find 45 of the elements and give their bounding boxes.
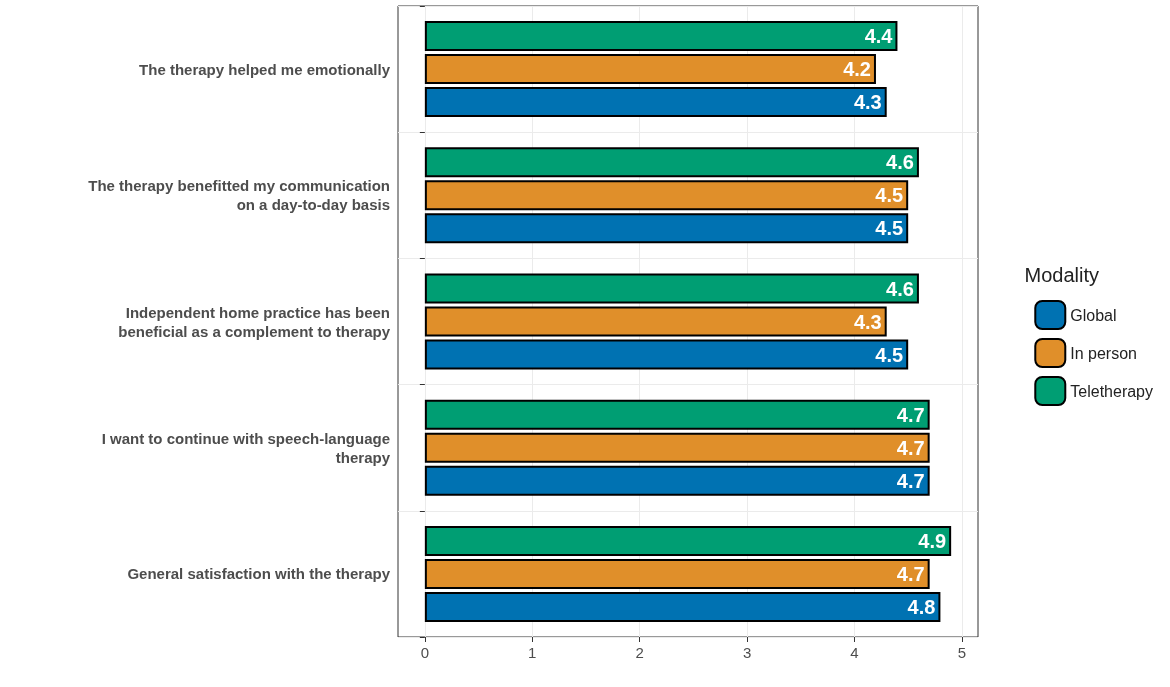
bar <box>424 432 930 463</box>
data-label: 4.5 <box>875 343 904 366</box>
bar <box>424 558 930 589</box>
data-label: 4.9 <box>918 529 947 552</box>
x-tick-label: 2 <box>635 644 644 661</box>
data-label: 4.3 <box>853 310 882 333</box>
legend-label: In person <box>1070 344 1137 362</box>
x-tick-label: 0 <box>420 644 430 661</box>
data-label: 4.7 <box>896 562 925 585</box>
bar <box>424 87 887 118</box>
bar <box>424 21 898 52</box>
data-label: 4.4 <box>864 25 894 48</box>
data-label: 4.6 <box>886 151 914 174</box>
legend-label: Global <box>1070 306 1117 324</box>
bar <box>424 273 919 304</box>
data-label: 4.6 <box>886 277 914 300</box>
data-label: 4.2 <box>843 58 871 81</box>
bar <box>424 306 887 337</box>
bar <box>424 525 952 556</box>
data-label: 4.7 <box>896 403 925 426</box>
bar <box>424 399 930 430</box>
x-tick-label: 1 <box>528 644 537 661</box>
data-label: 4.7 <box>896 436 925 459</box>
x-tick-label: 4 <box>850 644 859 661</box>
y-tick-label: Independent home practice has been beneficial as a complement to therapy <box>118 303 391 340</box>
bar <box>424 465 930 496</box>
bar <box>424 591 941 622</box>
data-label: 4.3 <box>853 91 882 114</box>
y-tick-label: The therapy helped me emotionally <box>139 60 391 78</box>
bar <box>424 147 919 178</box>
data-label: 4.5 <box>875 184 904 207</box>
data-label: 4.5 <box>875 217 904 240</box>
bar <box>424 180 909 211</box>
x-tick-label: 5 <box>957 644 967 661</box>
y-tick-label: General satisfaction with the therapy <box>127 565 391 583</box>
legend-title: Modality <box>1024 264 1100 286</box>
bar <box>424 213 909 244</box>
x-tick-label: 3 <box>742 644 752 661</box>
y-tick-label: I want to continue with speech-language therapy <box>101 429 391 466</box>
data-label: 4.8 <box>907 595 936 618</box>
data-label: 4.7 <box>896 469 925 492</box>
legend-label: Teletherapy <box>1070 382 1153 400</box>
bar <box>424 339 909 370</box>
y-tick-label: The therapy benefitted my communication on a day-to-day basis <box>88 177 390 214</box>
bar <box>424 54 876 85</box>
